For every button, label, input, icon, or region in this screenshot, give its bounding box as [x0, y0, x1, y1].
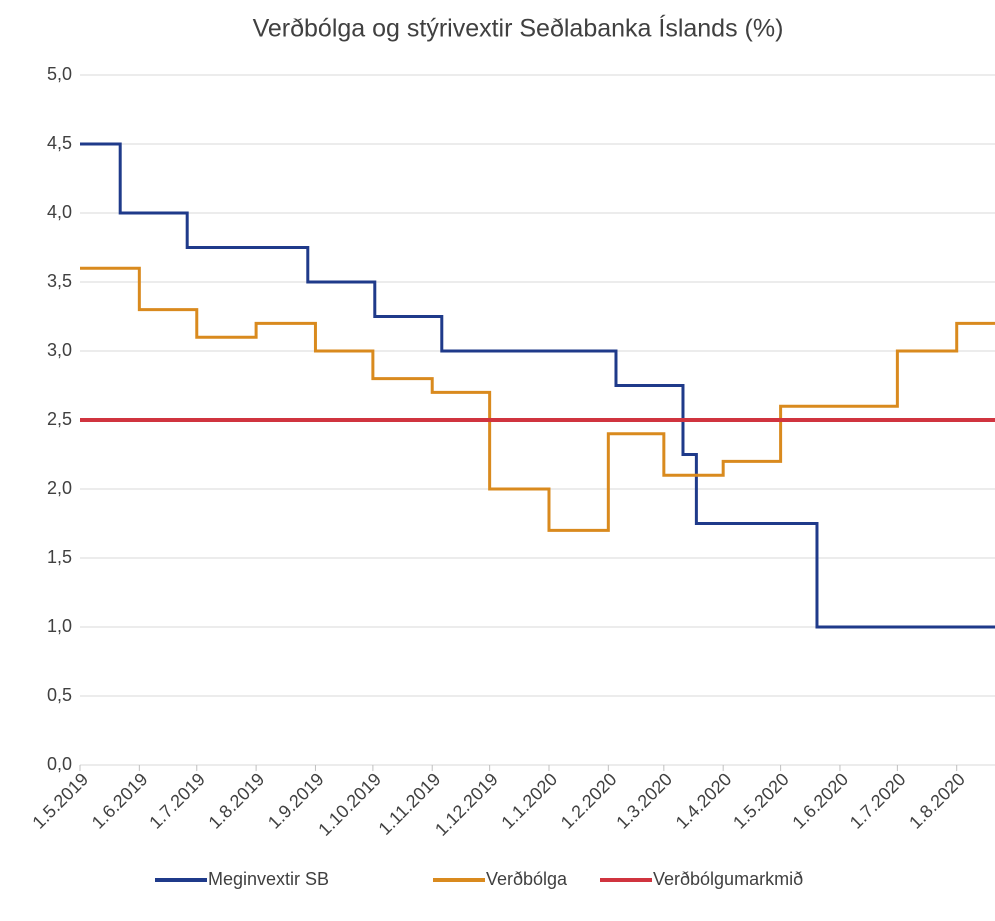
- x-tick-label: 1.6.2020: [788, 769, 852, 833]
- x-tick-label: 1.5.2019: [28, 769, 92, 833]
- y-tick-label: 3,5: [47, 271, 72, 291]
- x-tick-label: 1.7.2020: [846, 769, 910, 833]
- x-tick-label: 1.2.2020: [557, 769, 621, 833]
- x-tick-label: 1.6.2019: [88, 769, 152, 833]
- line: [80, 142, 995, 629]
- y-tick-label: 5,0: [47, 64, 72, 84]
- legend-label: Verðbólga: [486, 869, 568, 889]
- y-tick-label: 2,5: [47, 409, 72, 429]
- y-tick-label: 0,5: [47, 685, 72, 705]
- y-tick-label: 3,0: [47, 340, 72, 360]
- x-tick-label: 1.8.2019: [205, 769, 269, 833]
- chart-title: Verðbólga og stýrivextir Seðlabanka Ísla…: [253, 14, 784, 43]
- x-tick-label: 1.5.2020: [729, 769, 793, 833]
- x-tick-label: 1.4.2020: [672, 769, 736, 833]
- x-tick-label: 1.10.2019: [314, 769, 385, 840]
- y-tick-label: 4,0: [47, 202, 72, 222]
- y-tick-label: 2,0: [47, 478, 72, 498]
- legend-label: Verðbólgumarkmið: [653, 869, 803, 889]
- line: [80, 266, 995, 532]
- y-tick-label: 4,5: [47, 133, 72, 153]
- x-tick-label: 1.8.2020: [905, 769, 969, 833]
- x-tick-label: 1.1.2020: [497, 769, 561, 833]
- x-tick-label: 1.3.2020: [612, 769, 676, 833]
- y-tick-label: 1,5: [47, 547, 72, 567]
- x-tick-label: 1.7.2019: [145, 769, 209, 833]
- x-tick-label: 1.12.2019: [431, 769, 502, 840]
- legend-label: Meginvextir SB: [208, 869, 329, 889]
- y-tick-label: 0,0: [47, 754, 72, 774]
- y-tick-label: 1,0: [47, 616, 72, 636]
